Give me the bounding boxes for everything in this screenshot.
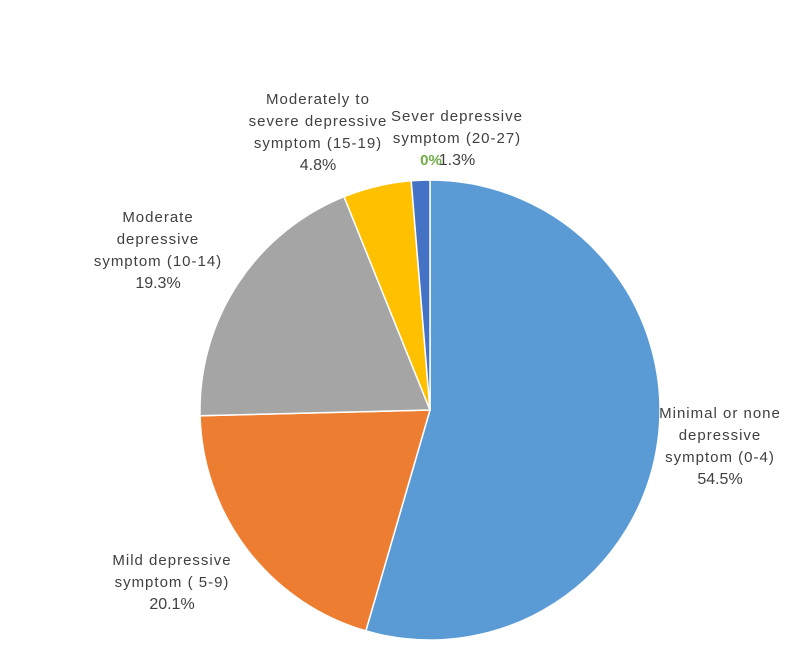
slice-data-label-3: Moderately to severe depressive symptom (1… (249, 91, 388, 174)
slice-category-label: symptom ( 5-9) (115, 574, 230, 591)
slice-value-label: 1.3% (439, 152, 475, 169)
slice-category-label: Minimal or none (659, 405, 781, 422)
pie-slice-1 (199, 409, 432, 632)
slice-category-label: symptom (10-14) (94, 253, 222, 270)
slice-category-label: Moderate (122, 209, 193, 226)
slice-value-label: 4.8% (300, 157, 336, 174)
slice-category-label: symptom (0-4) (665, 449, 775, 466)
slice-value-label: 19.3% (135, 275, 180, 292)
slice-data-label-2: Moderate depressive symptom (10-14) 19.3% (94, 209, 222, 292)
slice-data-label-1: Mild depressive symptom ( 5-9) 20.1% (112, 552, 231, 613)
slice-category-label: depressive (679, 427, 762, 444)
slice-value-label: 20.1% (149, 596, 194, 613)
slice-value-label: 54.5% (697, 471, 742, 488)
slice-data-label-0: Minimal or none depressive symptom (0-4) 54… (659, 405, 781, 488)
slice-category-label: Sever depressive (391, 108, 523, 125)
pie-slice-0 (364, 179, 661, 641)
slice-category-label: depressive (117, 231, 200, 248)
slice-category-label: Moderately to (266, 91, 370, 108)
slice-category-label: Mild depressive (112, 552, 231, 569)
slice-category-label: symptom (15-19) (254, 135, 382, 152)
slice-category-label: severe depressive (249, 113, 388, 130)
slice-data-label-4: Sever depressive symptom (20-27) 1.3% (391, 108, 523, 169)
slice-category-label: symptom (20-27) (393, 130, 521, 147)
stray-zero-percent-label: 0% (420, 152, 442, 169)
pie-slice-4 (410, 179, 431, 411)
pie-slice-2 (199, 195, 432, 417)
